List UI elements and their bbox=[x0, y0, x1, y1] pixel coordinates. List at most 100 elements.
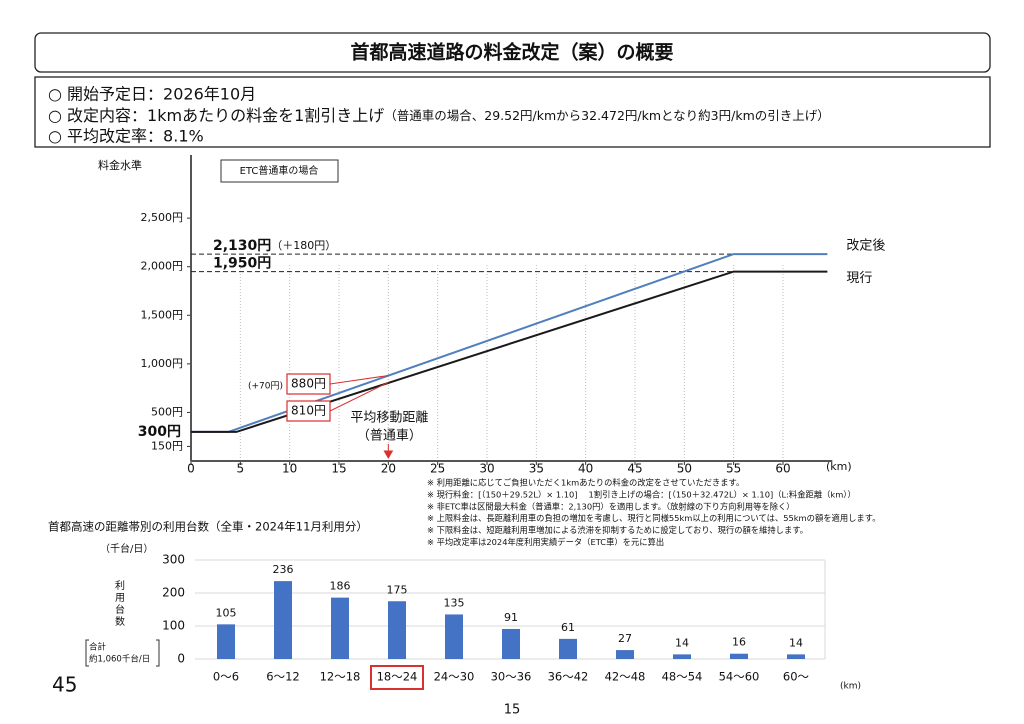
footnote: ※ 下限料金は、短距離利用車増加による渋滞を抑制するために設定しており、現行の額… bbox=[427, 525, 808, 535]
y-axis-title: 台 bbox=[115, 603, 125, 616]
x-tick-label: 60～ bbox=[783, 670, 810, 684]
series-line bbox=[191, 270, 828, 433]
point-connector bbox=[329, 375, 389, 385]
title-box bbox=[34, 32, 991, 73]
y-axis-unit: （千台/日） bbox=[100, 542, 153, 555]
x-tick-label: 60 bbox=[775, 462, 790, 476]
y-axis-title: 用 bbox=[115, 593, 125, 604]
bullet: ○ 平均改定率：8.1% bbox=[48, 127, 204, 146]
reference-value: 1,950円 bbox=[213, 256, 271, 272]
x-tick-label: 30 bbox=[479, 462, 494, 476]
y-tick-label: 2,000円 bbox=[141, 260, 184, 273]
footnote: ※ 平均改定率は2024年度利用実績データ（ETC車）を元に算出 bbox=[427, 537, 664, 547]
x-tick-label: 40 bbox=[578, 462, 593, 476]
summary-box bbox=[34, 76, 991, 148]
point-label-box bbox=[286, 373, 331, 395]
x-tick-label: 45 bbox=[627, 462, 642, 476]
point-connector bbox=[329, 381, 389, 412]
total-label: 約1,060千台/日 bbox=[89, 654, 150, 665]
bullet: ○ 開始予定日：2026年10月 bbox=[48, 85, 256, 104]
y-tick-label: 500円 bbox=[151, 405, 183, 418]
value-label: 27 bbox=[618, 632, 632, 645]
reference-label: 2,130円（＋180円） bbox=[213, 238, 336, 254]
point-label: 810円 bbox=[291, 404, 326, 418]
value-label: 91 bbox=[504, 611, 518, 624]
x-axis-unit: (km) bbox=[840, 682, 861, 692]
bar bbox=[673, 654, 691, 659]
x-tick-label: 36～42 bbox=[548, 670, 589, 684]
x-tick-label: 15 bbox=[331, 462, 346, 476]
x-tick-label: 24～30 bbox=[434, 670, 475, 684]
y-axis-title: 数 bbox=[115, 615, 125, 628]
reference-label: 1,950円 bbox=[213, 256, 271, 272]
bullet-text: ○ 改定内容：1kmあたりの料金を1割引き上げ bbox=[48, 106, 384, 125]
bar bbox=[502, 628, 520, 659]
value-label: 135 bbox=[444, 596, 465, 609]
x-tick-label: 35 bbox=[529, 462, 544, 476]
footnote: ※ 利用距離に応じてご負担いただく1kmあたりの料金の改定をさせていただきます。 bbox=[427, 478, 744, 488]
total-bracket bbox=[85, 639, 160, 667]
difference-label: (+70円) bbox=[248, 381, 283, 392]
x-axis-unit: (km) bbox=[826, 460, 852, 473]
average-distance-label: （普通車） bbox=[357, 429, 422, 444]
bar-chart-title: 首都高速の距離帯別の利用台数（全車・2024年11月利用分） bbox=[48, 520, 368, 534]
bar bbox=[388, 601, 406, 659]
x-tick-label: 54～60 bbox=[719, 670, 760, 684]
y-tick-label: 1,000円 bbox=[141, 357, 184, 370]
average-distance-label: 平均移動距離 bbox=[350, 411, 428, 426]
x-tick-label: 0～6 bbox=[213, 670, 239, 684]
y-tick-label: 150円 bbox=[151, 439, 183, 452]
y-tick-label: 2,500円 bbox=[141, 211, 184, 224]
x-tick-label: 25 bbox=[430, 462, 445, 476]
bar bbox=[616, 650, 634, 659]
bar bbox=[559, 638, 577, 659]
condition-box bbox=[220, 159, 339, 183]
x-tick-label: 55 bbox=[726, 462, 741, 476]
y-axis-title: 利 bbox=[115, 580, 125, 592]
slide-title: 首都高速道路の料金改定（案）の概要 bbox=[350, 41, 673, 64]
bar bbox=[730, 653, 748, 659]
bar bbox=[217, 624, 235, 659]
total-label: 合計 bbox=[89, 642, 107, 653]
bullet-note: （普通車の場合、29.52円/kmから32.472円/kmとなり約3円/kmの引… bbox=[384, 108, 829, 123]
x-tick-label: 42～48 bbox=[605, 670, 646, 684]
y-tick-label: 100 bbox=[162, 619, 185, 633]
x-tick-label: 50 bbox=[677, 462, 692, 476]
average-distance-arrow bbox=[383, 444, 394, 460]
bullet: ○ 改定内容：1kmあたりの料金を1割引き上げ（普通車の場合、29.52円/km… bbox=[48, 106, 830, 125]
legend-label: 現行 bbox=[846, 271, 872, 286]
x-tick-label: 0 bbox=[187, 462, 195, 476]
value-label: 14 bbox=[789, 636, 803, 649]
point-label: 880円 bbox=[291, 377, 326, 391]
base-fare-label: 300円 bbox=[138, 424, 181, 440]
y-tick-label: 0 bbox=[177, 652, 185, 666]
x-tick-label: 20 bbox=[381, 462, 396, 476]
y-tick-label: 1,500円 bbox=[141, 308, 184, 321]
footnote: ※ 上限料金は、長距離利用車の負担の増加を考慮し、現行と同様55km以上の利用に… bbox=[427, 513, 881, 523]
x-tick-label: 5 bbox=[237, 462, 245, 476]
reference-value: 2,130円 bbox=[213, 238, 271, 254]
bar bbox=[445, 614, 463, 659]
y-axis-title: 料金水準 bbox=[98, 158, 142, 172]
bar bbox=[274, 581, 292, 659]
slide-number: 15 bbox=[504, 703, 521, 718]
page-label: 45 bbox=[52, 673, 77, 697]
value-label: 105 bbox=[216, 606, 237, 619]
x-tick-label: 10 bbox=[282, 462, 297, 476]
value-label: 61 bbox=[561, 621, 575, 634]
legend-label: 改定後 bbox=[846, 239, 885, 254]
x-tick-label: 48～54 bbox=[662, 670, 703, 684]
condition-label: ETC普通車の場合 bbox=[240, 164, 319, 177]
bar bbox=[331, 597, 349, 659]
value-label: 16 bbox=[732, 636, 746, 649]
bar bbox=[787, 654, 805, 659]
value-label: 14 bbox=[675, 636, 689, 649]
category-highlight bbox=[370, 665, 424, 690]
reference-note: （＋180円） bbox=[271, 239, 336, 252]
value-label: 186 bbox=[330, 580, 351, 593]
value-label: 175 bbox=[387, 583, 408, 596]
y-tick-label: 200 bbox=[162, 586, 185, 600]
x-tick-label: 18～24 bbox=[377, 670, 418, 684]
